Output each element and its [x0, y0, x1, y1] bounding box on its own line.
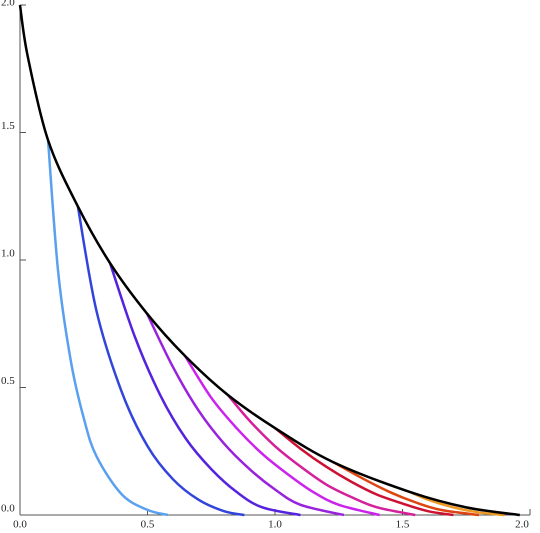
curve: [183, 355, 380, 517]
x-tick-label: 0.5: [141, 519, 155, 531]
curve: [18, 4, 520, 517]
y-tick-label: 1.0: [1, 248, 15, 260]
curve: [409, 490, 505, 517]
curve: [227, 394, 416, 517]
x-tick-label: 2.0: [515, 519, 529, 531]
curve: [332, 460, 480, 517]
x-tick-label: 1.0: [268, 519, 282, 531]
curve: [76, 206, 245, 517]
curve: [108, 262, 301, 517]
curve: [145, 313, 345, 517]
curve: [274, 427, 454, 517]
x-tick-label: 0.0: [13, 519, 27, 531]
y-tick-label: 0.5: [1, 375, 15, 387]
y-tick-label: 0.0: [1, 503, 15, 515]
y-tick-label: 2.0: [1, 0, 15, 9]
y-tick-label: 1.5: [1, 120, 15, 132]
x-tick-label: 1.5: [396, 519, 410, 531]
curve: [46, 140, 169, 517]
